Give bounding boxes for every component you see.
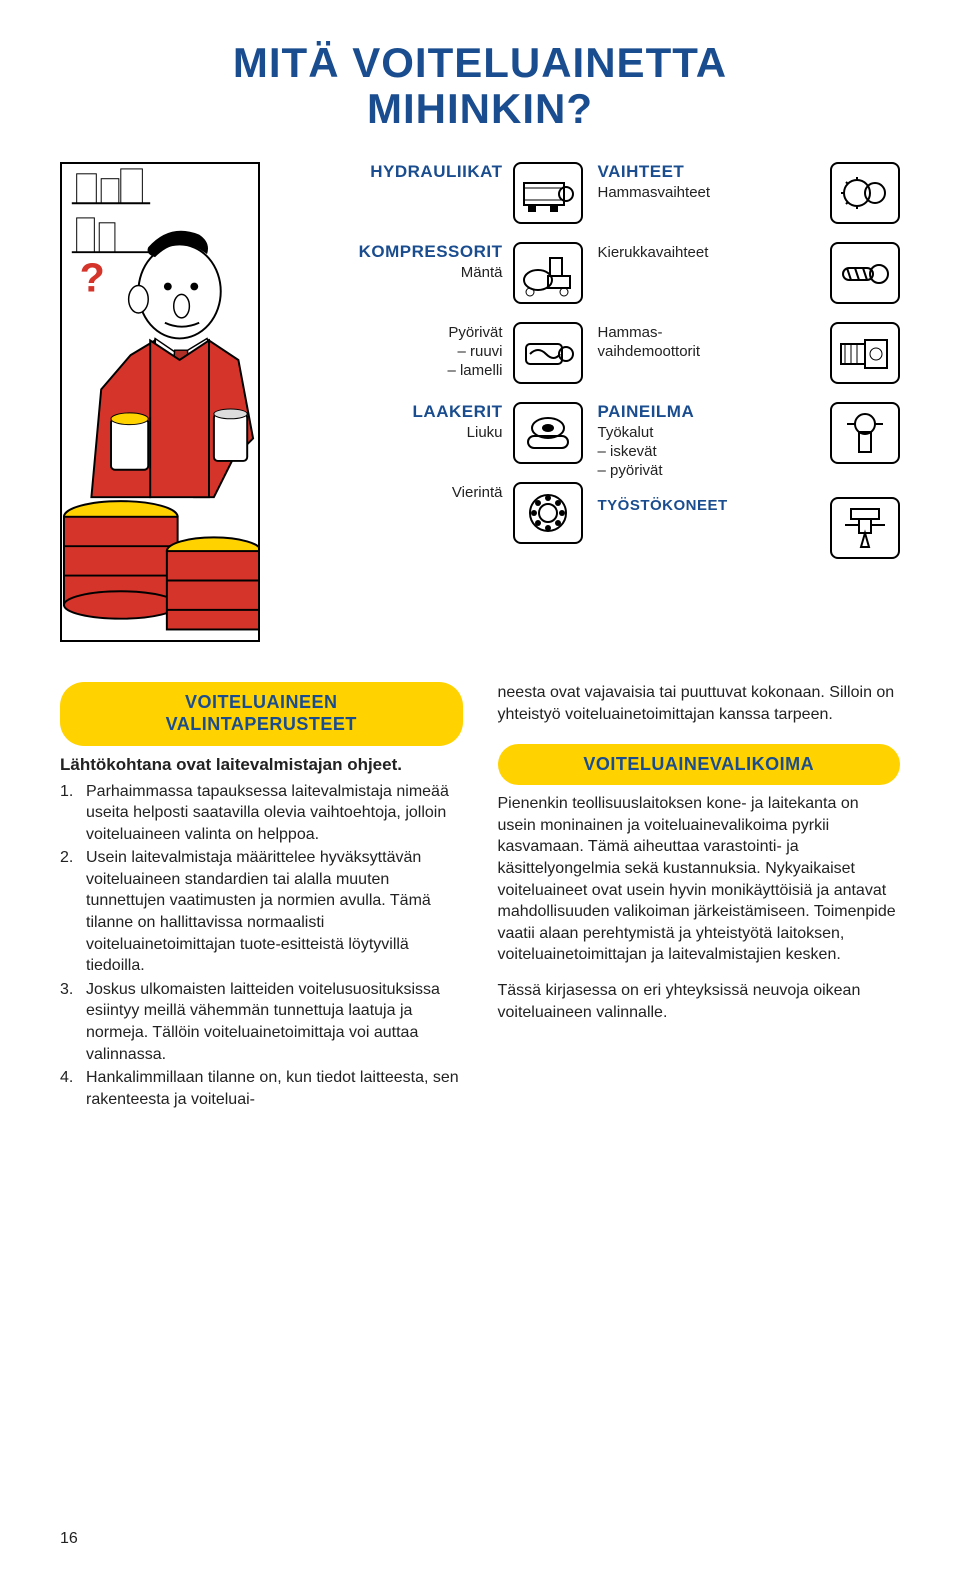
iskevat-label: – iskevät xyxy=(598,443,821,460)
gear-spur-icon xyxy=(830,162,900,224)
vierinta-label: Vierintä xyxy=(280,484,503,501)
laakerit-label: LAAKERIT xyxy=(280,402,503,422)
hammas1-label: Hammas- xyxy=(598,324,821,341)
hydraulic-icon xyxy=(513,162,583,224)
text-2: Usein laitevalmistaja määrittelee hyväks… xyxy=(86,847,463,977)
tyostokoneet-label: TYÖSTÖKONEET xyxy=(598,497,821,514)
list-item-2: 2. Usein laitevalmistaja määrittelee hyv… xyxy=(60,847,463,977)
tyokalut-label: Työkalut xyxy=(598,424,821,441)
pill1-line1: VOITELUAINEEN xyxy=(185,692,338,712)
worker-svg: ? xyxy=(62,164,258,634)
machinetool-icon xyxy=(830,497,900,559)
left-text-col: VOITELUAINEEN VALINTAPERUSTEET Lähtökoht… xyxy=(60,682,463,1112)
hammasvaihteet-label: Hammasvaihteet xyxy=(598,184,821,201)
list-item-1: 1. Parhaimmassa tapauksessa laitevalmist… xyxy=(60,781,463,846)
num-2: 2. xyxy=(60,847,86,977)
airtool-icon xyxy=(830,402,900,464)
bottom-section: VOITELUAINEEN VALINTAPERUSTEET Lähtökoht… xyxy=(60,682,900,1112)
categories-grid: HYDRAULIIKAT KOMPRESSORIT Mäntä Pyörivät xyxy=(280,162,900,642)
kierukkavaihteet-label: Kierukkavaihteet xyxy=(598,244,821,261)
compressor-rotary-icon xyxy=(513,322,583,384)
continuation-para: neesta ovat vajavaisia tai puuttuvat kok… xyxy=(498,682,901,725)
para-2: Pienenkin teollisuuslaitoksen kone- ja l… xyxy=(498,793,901,966)
text-4: Hankalimmillaan tilanne on, kun tiedot l… xyxy=(86,1067,463,1110)
top-section: ? xyxy=(60,162,900,642)
vaihteet-label: VAIHTEET xyxy=(598,162,821,182)
paineilma-label: PAINEILMA xyxy=(598,402,821,422)
ruuvi-label: – ruuvi xyxy=(280,343,503,360)
pill-valintaperusteet: VOITELUAINEEN VALINTAPERUSTEET xyxy=(60,682,463,745)
num-3: 3. xyxy=(60,979,86,1065)
bearing-roller-icon xyxy=(513,482,583,544)
compressor-piston-icon xyxy=(513,242,583,304)
pyorivat-label: Pyörivät xyxy=(280,324,503,341)
num-1: 1. xyxy=(60,781,86,846)
left-col: HYDRAULIIKAT KOMPRESSORIT Mäntä Pyörivät xyxy=(280,162,583,642)
gearmotor-icon xyxy=(830,322,900,384)
text-1: Parhaimmassa tapauksessa laitevalmistaja… xyxy=(86,781,463,846)
gear-worm-icon xyxy=(830,242,900,304)
manta-label: Mäntä xyxy=(280,264,503,281)
pyorivat2-label: – pyörivät xyxy=(598,462,821,479)
kompressorit-label: KOMPRESSORIT xyxy=(280,242,503,262)
pill1-line2: VALINTAPERUSTEET xyxy=(166,714,357,734)
right-col: VAIHTEET Hammasvaihteet Kierukkavaihteet… xyxy=(598,162,901,642)
title-line-1: MITÄ VOITELUAINETTA xyxy=(233,39,727,86)
worker-illustration: ? xyxy=(60,162,260,642)
svg-text:?: ? xyxy=(80,255,105,301)
list-item-3: 3. Joskus ulkomaisten laitteiden voitelu… xyxy=(60,979,463,1065)
pill-valikoima: VOITELUAINEVALIKOIMA xyxy=(498,744,901,786)
page-number: 16 xyxy=(60,1530,78,1548)
num-4: 4. xyxy=(60,1067,86,1110)
right-text-col: neesta ovat vajavaisia tai puuttuvat kok… xyxy=(498,682,901,1112)
liuku-label: Liuku xyxy=(280,424,503,441)
lamelli-label: – lamelli xyxy=(280,362,503,379)
list-item-4: 4. Hankalimmillaan tilanne on, kun tiedo… xyxy=(60,1067,463,1110)
title-line-2: MIHINKIN? xyxy=(367,85,593,132)
hydrauliikat-label: HYDRAULIIKAT xyxy=(280,162,503,182)
page-title: MITÄ VOITELUAINETTA MIHINKIN? xyxy=(60,40,900,132)
para-3: Tässä kirjasessa on eri yhteyksissä neuv… xyxy=(498,980,901,1023)
text-3: Joskus ulkomaisten laitteiden voitelusuo… xyxy=(86,979,463,1065)
intro-text: Lähtökohtana ovat laitevalmistajan ohjee… xyxy=(60,754,463,777)
hammas2-label: vaihdemoottorit xyxy=(598,343,821,360)
bearing-plain-icon xyxy=(513,402,583,464)
